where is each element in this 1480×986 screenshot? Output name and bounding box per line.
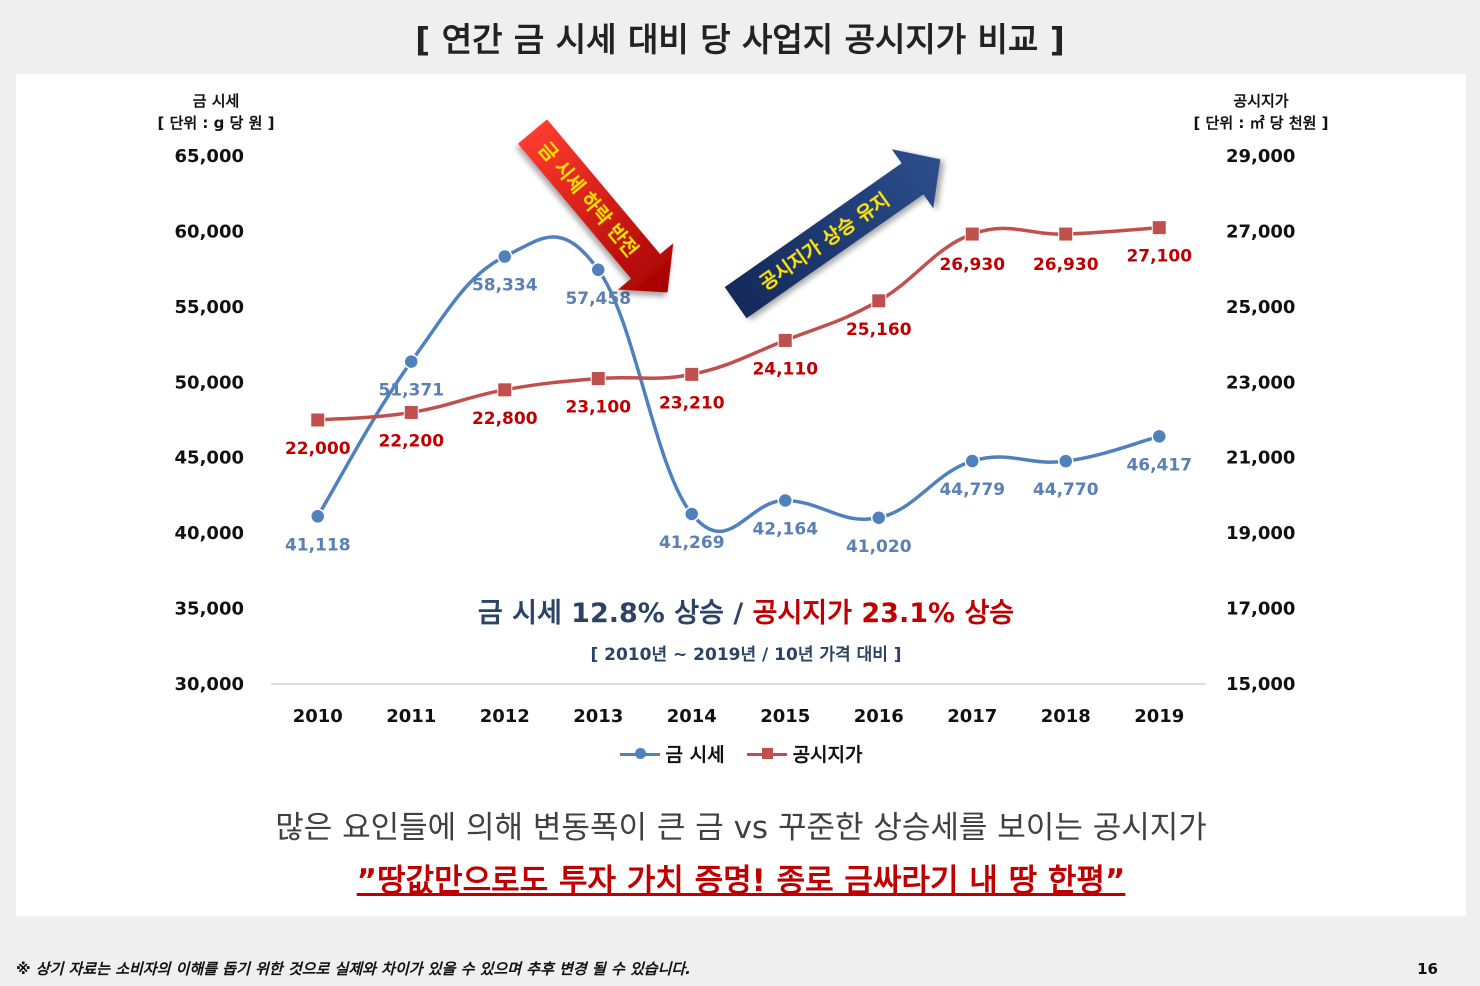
gold-price-point <box>310 508 326 525</box>
highlight-slogan: ”땅값만으로도 투자 가치 증명! 종로 금싸라기 내 땅 한평” <box>356 863 1126 899</box>
gold-price-point <box>590 262 606 278</box>
y-left-tick-label: 65,000 <box>175 146 244 167</box>
legend-label-gold: 금 시세 <box>665 744 725 766</box>
y-left-tick-label: 55,000 <box>175 297 244 318</box>
y-left-tick-label: 35,000 <box>175 599 244 620</box>
land-price-point <box>403 404 419 420</box>
y-right-tick-label: 19,000 <box>1226 523 1295 544</box>
x-tick-label: 2015 <box>760 706 810 727</box>
x-tick-label: 2018 <box>1041 706 1091 727</box>
left-axis-title-line1: 금 시세 <box>192 92 240 110</box>
left-axis-title-line2: [ 단위 : g 당 원 ] <box>157 114 275 132</box>
y-right-tick-label: 15,000 <box>1226 674 1295 695</box>
x-tick-label: 2013 <box>573 706 623 727</box>
right-axis-title: 공시지가 [ 단위 : ㎡ 당 천원 ] <box>1166 90 1356 134</box>
gold-down-arrow-shape <box>517 119 674 293</box>
gold-price-data-label: 41,269 <box>659 533 725 553</box>
land-price-point <box>497 382 513 398</box>
right-axis-title-line2: [ 단위 : ㎡ 당 천원 ] <box>1193 114 1329 132</box>
land-price-data-label: 22,000 <box>285 439 351 459</box>
land-price-point <box>310 412 326 428</box>
land-price-point <box>1058 226 1074 242</box>
gold-price-data-label: 46,417 <box>1126 455 1192 475</box>
gold-price-point <box>497 248 513 265</box>
page-number: 16 <box>1417 960 1438 978</box>
land-price-data-label: 23,210 <box>659 393 725 413</box>
y-right-tick-label: 29,000 <box>1226 146 1295 167</box>
dual-axis-line-chart: 30,000 35,000 40,000 45,000 50,000 55,000 60,0… <box>175 119 1295 727</box>
y-left-tick-label: 30,000 <box>175 674 244 695</box>
chart-panel: 30,000 35,000 40,000 45,000 50,000 55,000 60,0… <box>16 74 1466 916</box>
chart-legend: 금 시세 공시지가 <box>16 740 1466 767</box>
summary-land: 공시지가 23.1% 상승 <box>752 598 1015 629</box>
x-tick-label: 2017 <box>947 706 997 727</box>
legend-item-gold: 금 시세 <box>619 740 725 767</box>
x-tick-label: 2019 <box>1134 706 1184 727</box>
y-right-tick-label: 27,000 <box>1226 221 1295 242</box>
gold-price-data-label: 42,164 <box>752 519 818 539</box>
y-left-tick-label: 40,000 <box>175 523 244 544</box>
land-up-arrow: 공시지가 상승 유지 <box>724 149 941 319</box>
legend-swatch-land <box>746 747 787 760</box>
y-right-tick-label: 25,000 <box>1226 297 1295 318</box>
gold-down-arrow-label: 금 시세 하락 반전 <box>534 138 642 261</box>
land-price-data-label: 22,800 <box>472 409 538 429</box>
land-price-data-label: 23,100 <box>565 398 631 418</box>
summary-period: [ 2010년 ~ 2019년 / 10년 가격 대비 ] <box>590 645 902 665</box>
disclaimer-note: ※ 상기 자료는 소비자의 이해를 돕기 위한 것으로 실제와 차이가 있을 수… <box>16 960 691 978</box>
land-price-data-label: 26,930 <box>939 255 1005 275</box>
land-up-arrow-label: 공시지가 상승 유지 <box>756 189 894 295</box>
land-price-data-label: 27,100 <box>1126 247 1192 267</box>
gold-price-point <box>1058 453 1074 469</box>
y-right-tick-label: 17,000 <box>1226 599 1295 620</box>
legend-item-land: 공시지가 <box>746 740 863 767</box>
gold-price-data-label: 41,020 <box>846 537 912 557</box>
x-tick-label: 2011 <box>386 706 436 727</box>
summary-headline: 금 시세 12.8% 상승 / 공시지가 23.1% 상승 <box>276 591 1216 630</box>
land-price-point <box>777 332 793 348</box>
x-tick-label: 2010 <box>293 706 343 727</box>
land-price-point <box>871 293 887 309</box>
gold-price-data-label: 58,334 <box>472 276 538 296</box>
land-price-data-label: 22,200 <box>378 431 444 451</box>
gold-price-data-label: 44,779 <box>939 480 1005 500</box>
gold-price-point <box>871 510 887 526</box>
x-tick-label: 2014 <box>667 706 717 727</box>
land-price-point <box>1151 220 1167 236</box>
land-price-point <box>590 371 606 387</box>
y-left-tick-label: 60,000 <box>175 221 244 242</box>
x-tick-label: 2016 <box>854 706 904 727</box>
x-tick-label: 2012 <box>480 706 530 727</box>
gold-price-point <box>964 453 980 469</box>
page-title: [ 연간 금 시세 대비 당 사업지 공시지가 비교 ] <box>415 20 1065 59</box>
land-price-data-label: 25,160 <box>846 320 912 340</box>
right-axis-title-line1: 공시지가 <box>1233 92 1289 110</box>
gold-price-point <box>1151 428 1167 445</box>
land-price-data-label: 26,930 <box>1033 255 1099 275</box>
land-price-point <box>684 366 700 382</box>
legend-label-land: 공시지가 <box>792 744 863 766</box>
y-right-tick-label: 21,000 <box>1226 448 1295 469</box>
gold-price-point <box>684 506 700 522</box>
gold-price-data-label: 41,118 <box>285 535 351 555</box>
land-up-arrow-shape <box>724 149 941 319</box>
comparison-message: 많은 요인들에 의해 변동폭이 큰 금 vs 꾸준한 상승세를 보이는 공시지가 <box>275 810 1207 846</box>
summary-separator: / <box>723 598 753 629</box>
summary-gold: 금 시세 12.8% 상승 <box>477 598 724 629</box>
legend-swatch-gold <box>619 747 660 760</box>
gold-price-point <box>777 492 793 509</box>
y-right-tick-label: 23,000 <box>1226 372 1295 393</box>
land-price-line <box>317 225 1160 422</box>
gold-price-data-label: 44,770 <box>1033 480 1099 500</box>
y-left-tick-label: 45,000 <box>175 448 244 469</box>
land-price-point <box>964 226 980 242</box>
gold-price-point <box>403 353 419 370</box>
y-left-tick-label: 50,000 <box>175 372 244 393</box>
gold-price-data-label: 57,458 <box>565 289 631 309</box>
left-axis-title: 금 시세 [ 단위 : g 당 원 ] <box>136 90 296 134</box>
land-price-data-label: 24,110 <box>752 359 818 379</box>
gold-price-data-label: 51,371 <box>378 381 444 401</box>
